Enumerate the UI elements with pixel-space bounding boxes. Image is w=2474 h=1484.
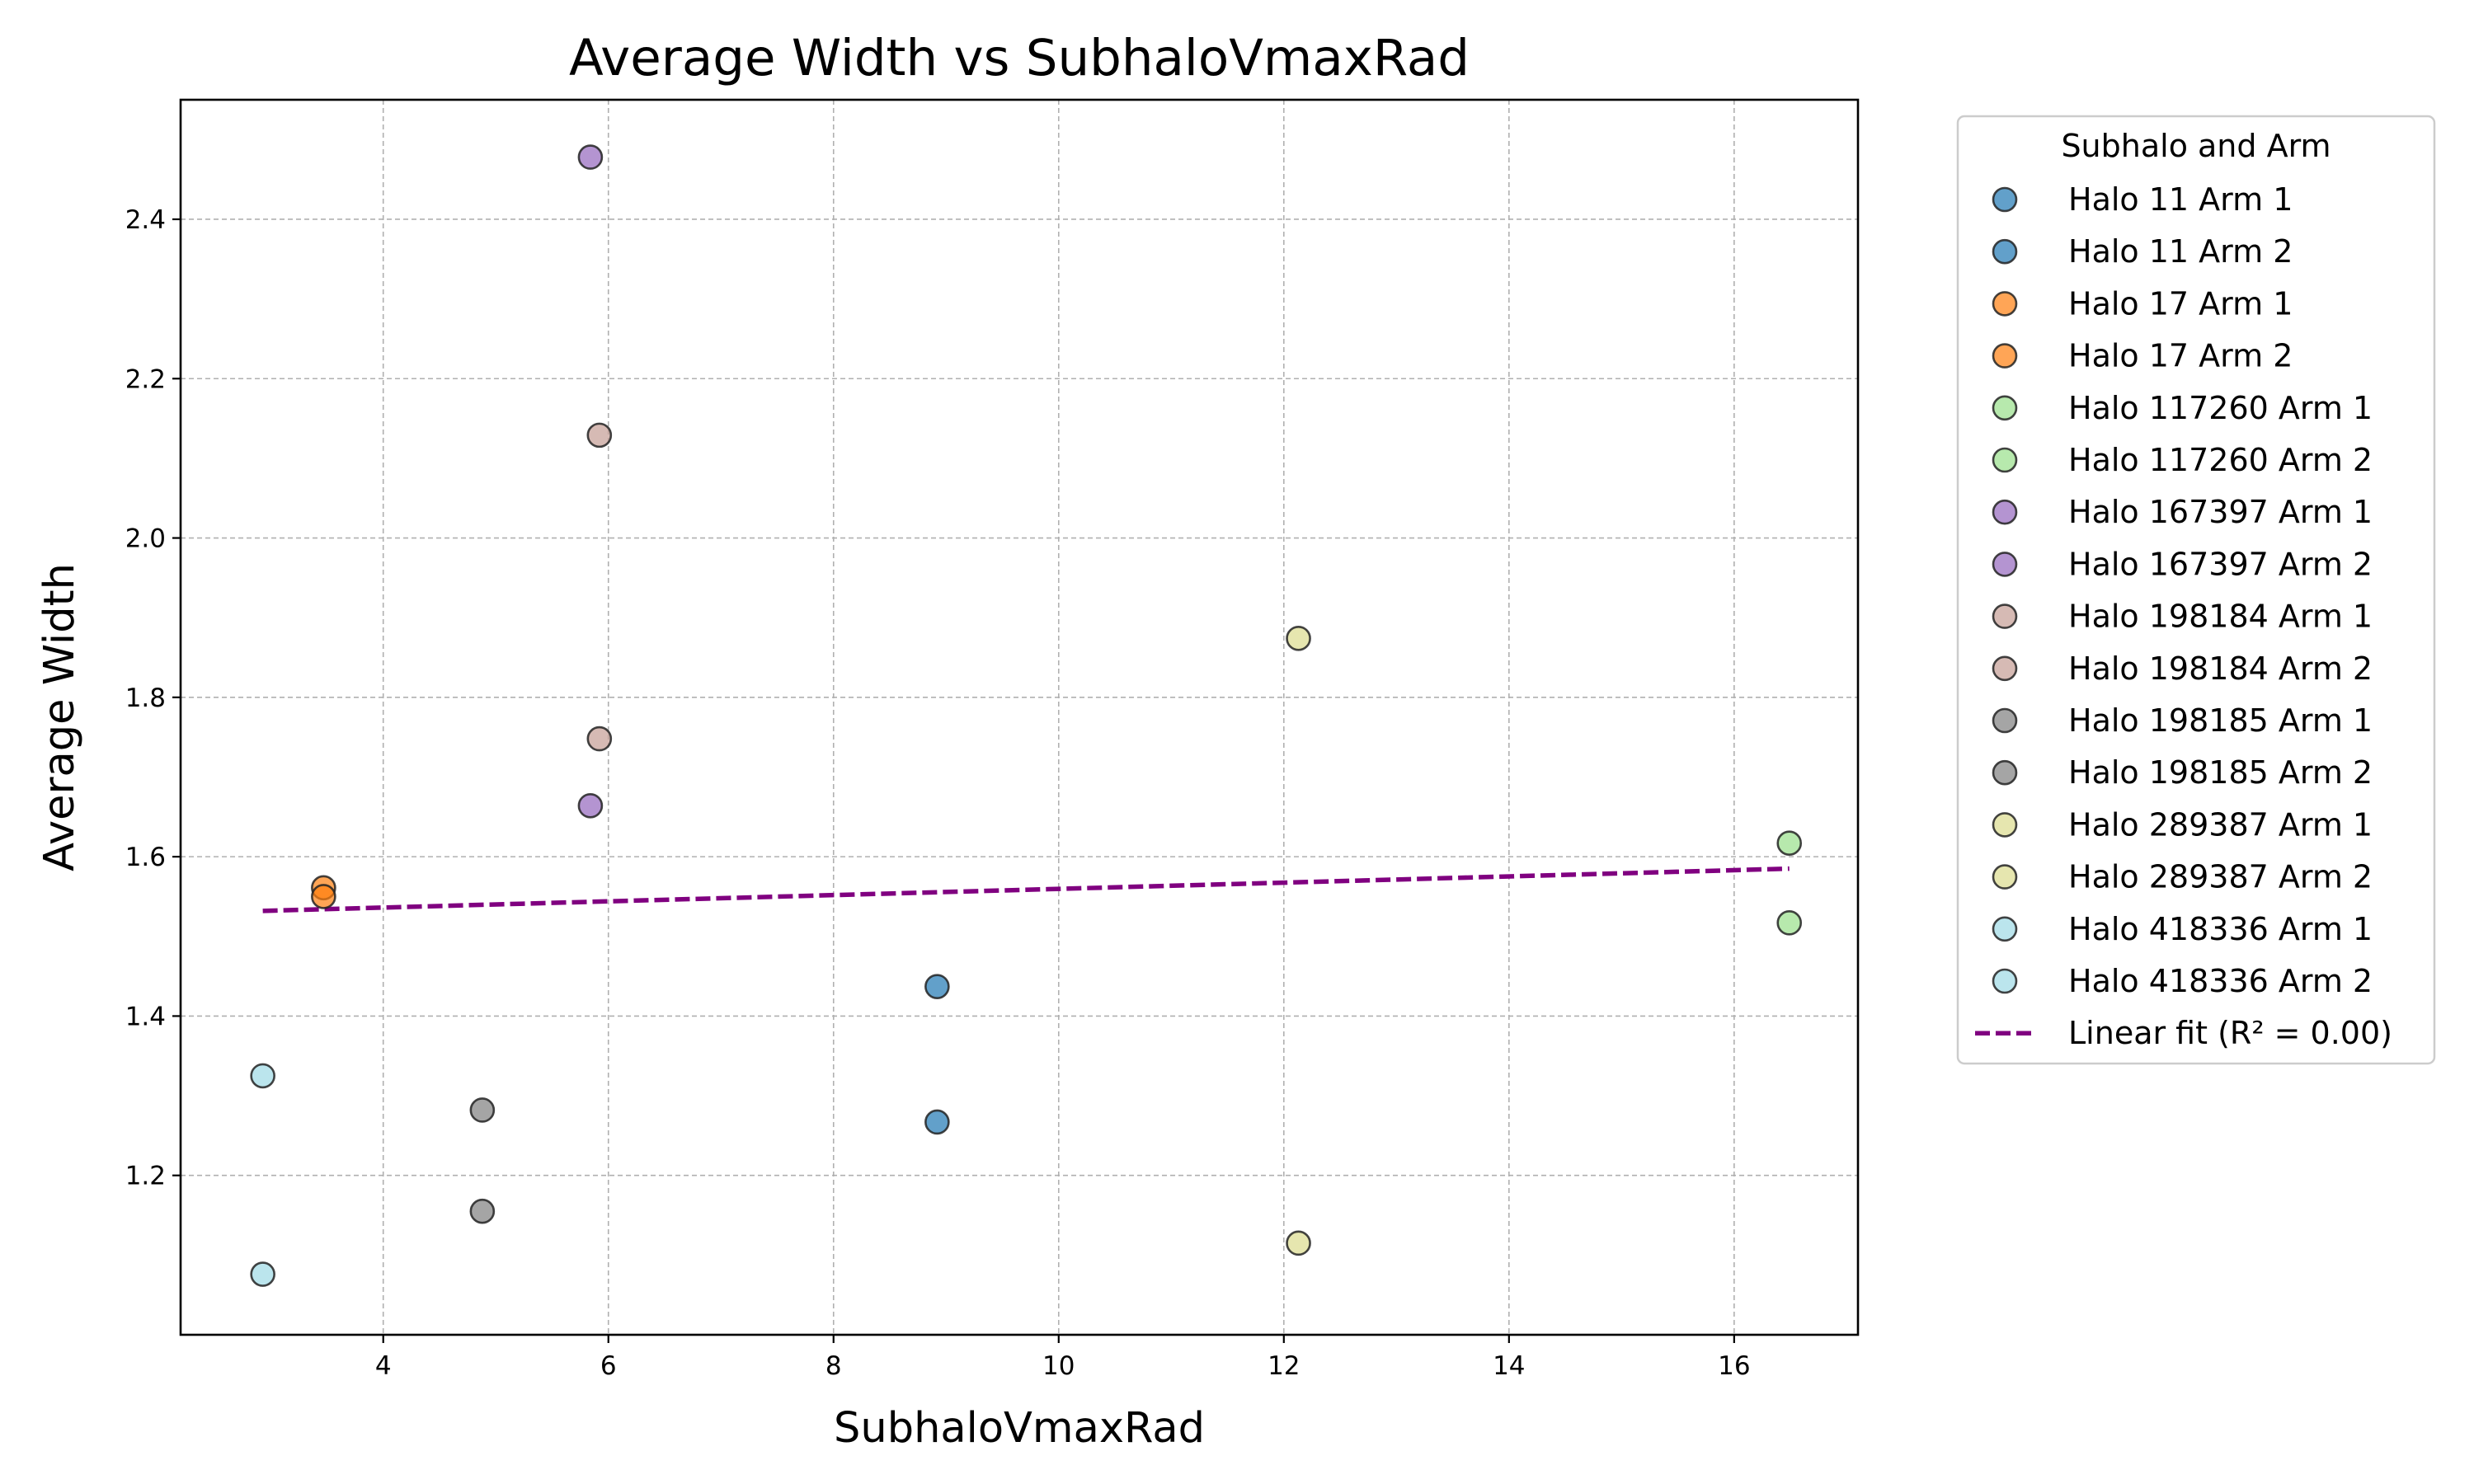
legend-marker [1992, 707, 2018, 734]
x-axis-label: SubhaloVmaxRad [834, 1404, 1205, 1453]
legend-marker [1992, 447, 2018, 473]
data-point-series-3 [311, 884, 336, 909]
x-tick-label: 4 [375, 1351, 392, 1381]
legend-marker [1992, 759, 2018, 786]
linear-fit-line [262, 866, 1790, 913]
legend-label: Halo 167397 Arm 2 [2068, 546, 2373, 582]
legend-marker [1992, 812, 2018, 838]
legend-marker [1992, 655, 2018, 682]
legend-label: Halo 198185 Arm 1 [2068, 702, 2373, 739]
legend-items: Halo 11 Arm 1 Halo 11 Arm 2 Halo 17 Arm 1 H… [1975, 181, 2392, 1051]
data-point-series-9 [586, 726, 613, 752]
legend-frame [1956, 115, 2436, 1065]
legend-marker [1992, 343, 2018, 369]
x-tick-label: 8 [825, 1351, 842, 1381]
data-point-series-1 [924, 1109, 950, 1135]
plot-area-frame [179, 98, 1860, 1336]
x-tick-label: 10 [1042, 1351, 1075, 1381]
data-point-series-4 [1776, 830, 1803, 856]
legend-marker [1992, 186, 2018, 213]
legend-marker [1992, 499, 2018, 525]
x-tick-label: 16 [1718, 1351, 1750, 1381]
legend-marker [1992, 603, 2018, 629]
data-point-series-10 [469, 1097, 496, 1123]
fit-layer [262, 866, 1790, 913]
legend-label: Halo 289387 Arm 1 [2068, 806, 2373, 843]
legend-label: Halo 198184 Arm 1 [2068, 599, 2373, 635]
data-point-series-11 [469, 1198, 496, 1224]
y-tick-label: 1.2 [125, 1162, 166, 1191]
data-point-series-12 [1286, 626, 1311, 651]
data-point-series-13 [1286, 1230, 1311, 1256]
legend-label: Halo 11 Arm 1 [2068, 181, 2293, 218]
data-point-series-7 [577, 792, 604, 819]
y-tick-label: 1.4 [125, 1002, 166, 1031]
legend-marker [1992, 916, 2018, 942]
legend-title: Subhalo and Arm [2061, 128, 2331, 164]
point-layer [250, 144, 1803, 1287]
legend-label: Halo 117260 Arm 1 [2068, 390, 2373, 426]
legend-label: Halo 418336 Arm 2 [2068, 963, 2373, 999]
x-tick-label: 12 [1268, 1351, 1300, 1381]
legend-fit-label: Linear fit (R² = 0.00) [2068, 1015, 2392, 1051]
legend-label: Halo 289387 Arm 2 [2068, 859, 2373, 895]
legend-label: Halo 167397 Arm 1 [2068, 494, 2373, 530]
legend-marker [1992, 864, 2018, 890]
y-tick-label: 1.6 [125, 843, 166, 872]
tick-layer: 4 6 8 10 12 14 16 1.2 1.4 1.6 1.8 2.0 2.2 2.4 [125, 205, 1751, 1381]
data-point-series-8 [586, 422, 613, 448]
y-axis-label: Average Width [35, 563, 84, 871]
legend-marker [1992, 291, 2018, 317]
x-tick-label: 14 [1493, 1351, 1525, 1381]
data-point-series-15 [250, 1261, 275, 1287]
legend-marker [1992, 552, 2018, 577]
legend-label: Halo 418336 Arm 1 [2068, 911, 2373, 947]
x-tick-label: 6 [600, 1351, 617, 1381]
y-tick-label: 2.4 [125, 205, 166, 235]
data-point-series-6 [577, 144, 604, 170]
y-tick-label: 2.0 [125, 524, 166, 554]
data-point-series-0 [924, 974, 950, 999]
chart-title: Average Width vs SubhaloVmaxRad [569, 29, 1470, 87]
y-tick-label: 2.2 [125, 364, 166, 394]
y-tick-label: 1.8 [125, 683, 166, 713]
legend-marker [1992, 968, 2018, 994]
legend-label: Halo 198185 Arm 2 [2068, 754, 2373, 791]
legend-label: Halo 17 Arm 1 [2068, 285, 2293, 322]
data-point-series-5 [1776, 910, 1803, 936]
legend-marker [1992, 238, 2018, 265]
data-point-series-14 [250, 1063, 275, 1089]
legend-label: Halo 17 Arm 2 [2068, 338, 2293, 374]
grid-layer [181, 100, 1858, 1335]
legend-label: Halo 198184 Arm 2 [2068, 650, 2373, 687]
legend-label: Halo 117260 Arm 2 [2068, 442, 2373, 478]
legend-label: Halo 11 Arm 2 [2068, 233, 2293, 270]
legend-marker [1992, 395, 2018, 421]
